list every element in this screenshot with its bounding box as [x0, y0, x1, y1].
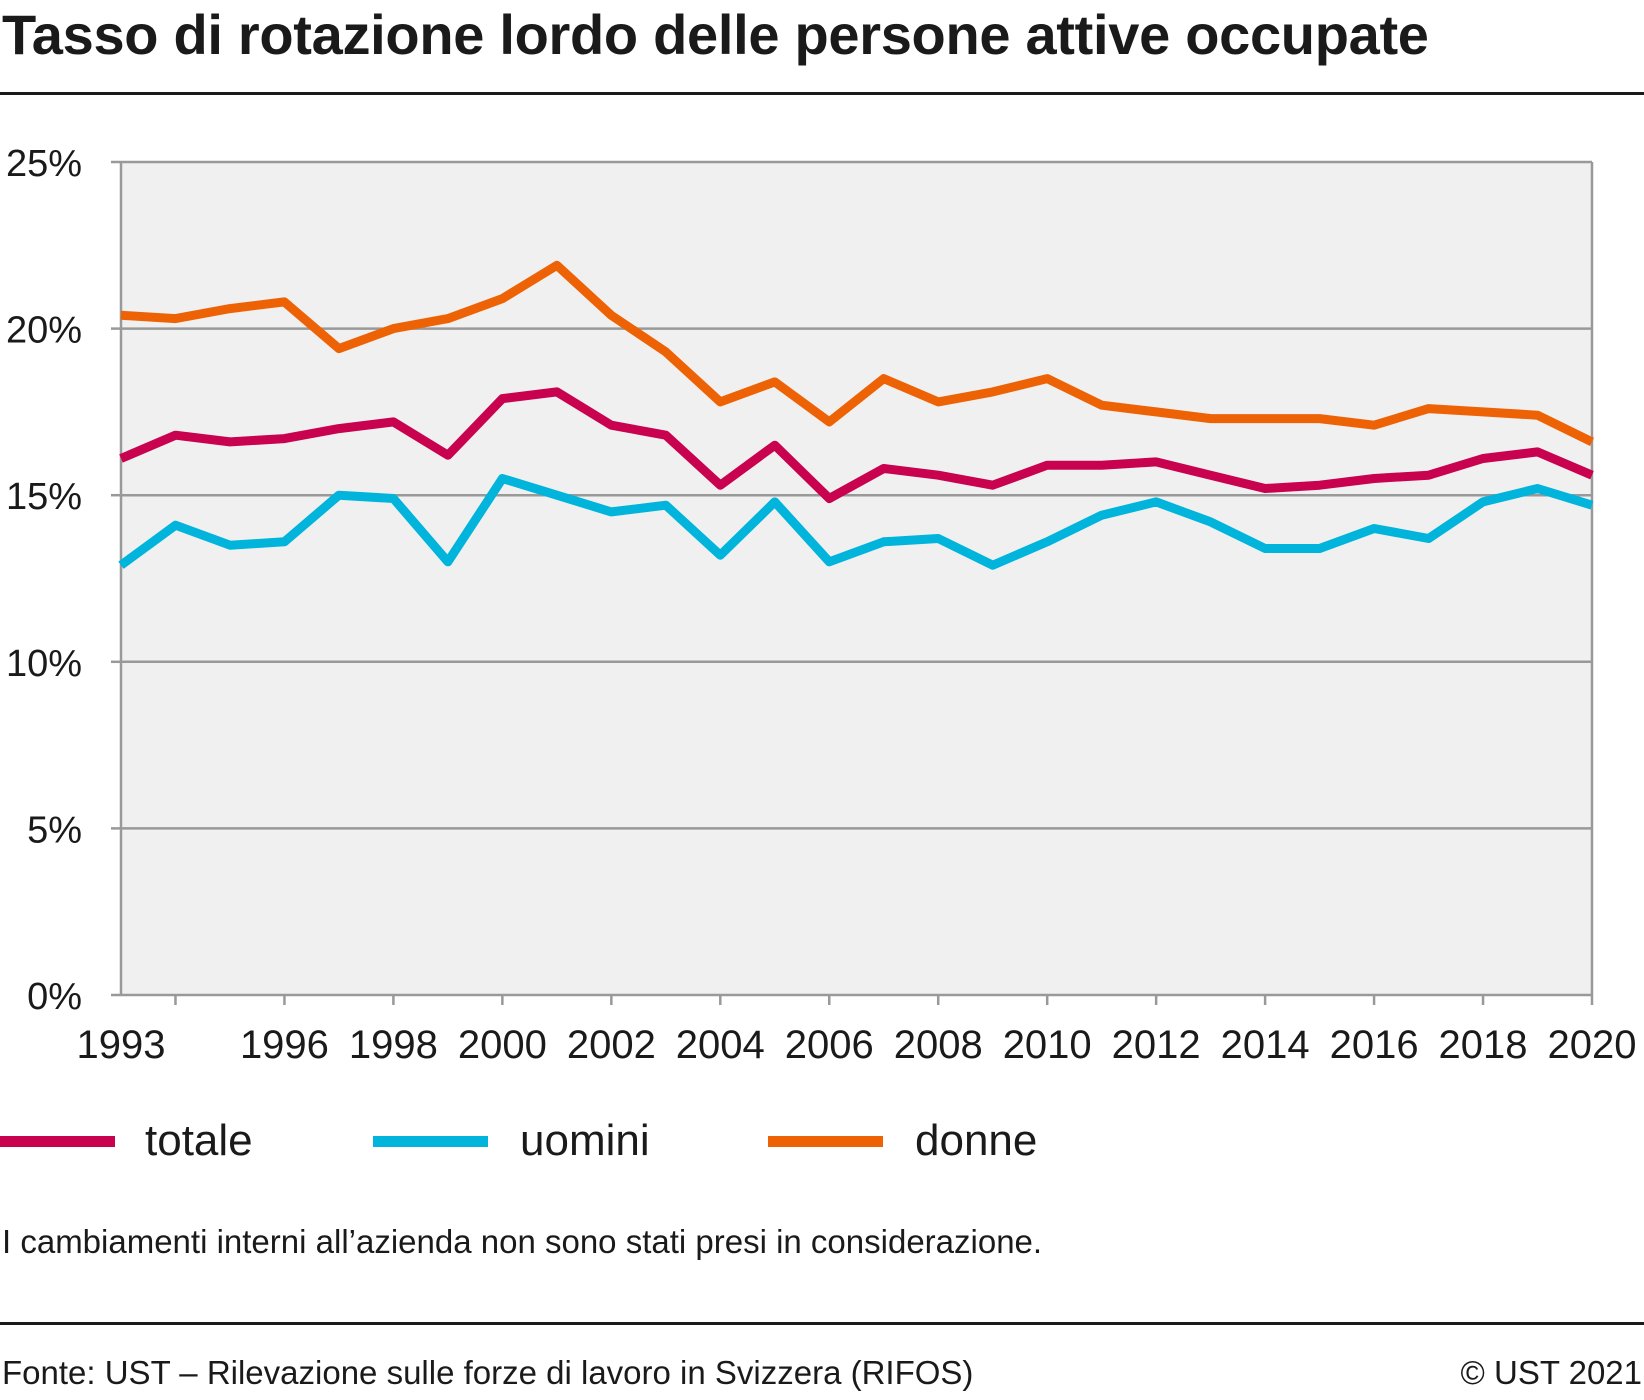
series-line-uomini: [118, 474, 1594, 570]
series-lines: [118, 260, 1594, 570]
y-tick-label: 10%: [6, 643, 82, 685]
x-tick-label: 2004: [676, 1023, 765, 1067]
x-tick-label: 2002: [567, 1023, 656, 1067]
x-tick-label: 2012: [1112, 1023, 1201, 1067]
series-line-totale: [119, 387, 1594, 503]
x-tick-label: 2008: [894, 1023, 983, 1067]
chart-title: Tasso di rotazione lordo delle persone a…: [2, 3, 1429, 66]
x-tick-label: 2014: [1221, 1023, 1310, 1067]
footer-divider: [0, 1322, 1644, 1325]
y-tick-label: 20%: [6, 310, 82, 352]
x-tick-label: 1998: [349, 1023, 438, 1067]
plot-area: [121, 162, 1592, 995]
legend-swatch-donne: [768, 1136, 883, 1147]
series-line-donne: [120, 260, 1594, 446]
y-tick-label: 5%: [27, 809, 82, 851]
legend-swatch-uomini: [373, 1136, 488, 1147]
line-chart: 0% 5% 10% 15% 20% 25% 1993 1996 1998 2000 2002 200…: [6, 143, 1637, 1067]
legend-label-totale: totale: [145, 1116, 253, 1165]
title-divider: [0, 92, 1644, 95]
x-tick-label: 1993: [77, 1023, 166, 1067]
x-tick-label: 2018: [1439, 1023, 1528, 1067]
x-tick-label: 2000: [458, 1023, 547, 1067]
x-tick-label: 2010: [1003, 1023, 1092, 1067]
chart-note: I cambiamenti interni all’azienda non so…: [2, 1223, 1043, 1260]
x-tick-label: 1996: [240, 1023, 329, 1067]
x-axis-ticks: 1993 1996 1998 2000 2002 2004 2006 2008 2010 2012…: [77, 995, 1637, 1067]
source-text: Fonte: UST – Rilevazione sulle forze di …: [2, 1354, 974, 1391]
y-axis-ticks: 0% 5% 10% 15% 20% 25%: [6, 143, 121, 1018]
legend-label-donne: donne: [915, 1116, 1038, 1165]
x-tick-label: 2006: [785, 1023, 874, 1067]
legend-swatch-totale: [0, 1136, 115, 1147]
y-tick-label: 0%: [27, 976, 82, 1018]
x-tick-label: 2016: [1330, 1023, 1419, 1067]
y-tick-label: 15%: [6, 476, 82, 518]
x-tick-label: 2020: [1548, 1023, 1637, 1067]
y-tick-label: 25%: [6, 143, 82, 185]
copyright-text: © UST 2021: [1460, 1354, 1642, 1391]
legend-label-uomini: uomini: [520, 1116, 650, 1165]
